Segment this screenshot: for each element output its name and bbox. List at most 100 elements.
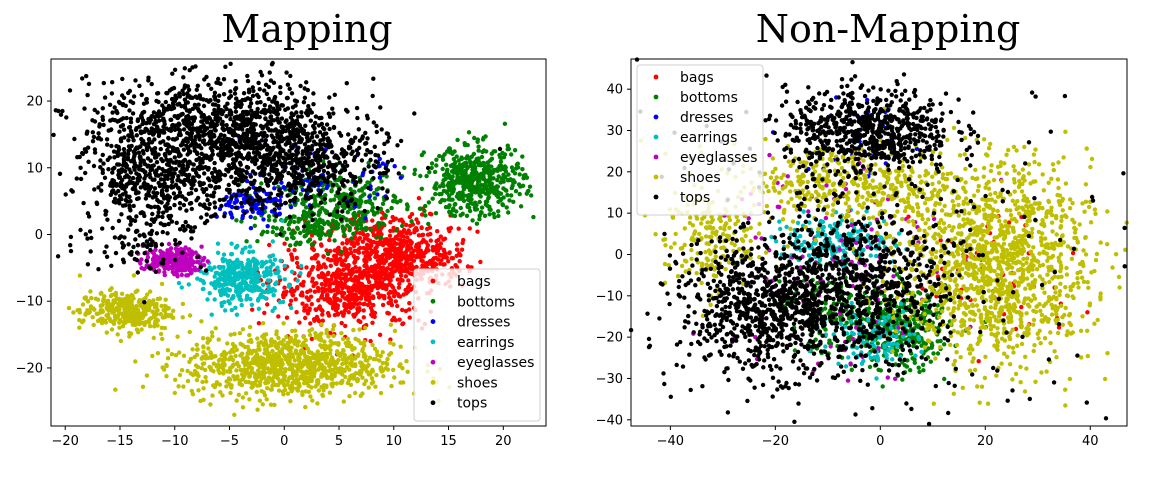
- scatter-point: [483, 191, 489, 196]
- scatter-point: [330, 327, 336, 332]
- scatter-point: [327, 95, 332, 100]
- scatter-point: [328, 263, 333, 268]
- scatter-point: [346, 288, 351, 294]
- scatter-point: [383, 213, 388, 218]
- scatter-point: [290, 385, 295, 390]
- scatter-point: [375, 192, 380, 197]
- scatter-point: [332, 295, 337, 300]
- scatter-point: [255, 239, 260, 244]
- scatter-point: [197, 134, 202, 140]
- scatter-point: [369, 250, 374, 255]
- scatter-point: [239, 204, 245, 209]
- scatter-point: [343, 361, 348, 366]
- scatter-point: [264, 191, 269, 197]
- scatter-point: [289, 91, 295, 96]
- scatter-point: [234, 198, 240, 203]
- scatter-point: [320, 206, 325, 211]
- scatter-point: [281, 353, 287, 358]
- scatter-point: [375, 291, 381, 296]
- scatter-point: [434, 157, 439, 162]
- scatter-point: [370, 218, 375, 223]
- scatter-point: [409, 219, 414, 224]
- scatter-point: [292, 214, 297, 219]
- scatter-point: [486, 188, 491, 193]
- scatter-point: [326, 278, 331, 283]
- scatter-point: [261, 359, 266, 365]
- scatter-point: [452, 202, 457, 207]
- scatter-point: [265, 352, 270, 357]
- scatter-point: [305, 226, 310, 232]
- scatter-point: [295, 278, 300, 283]
- scatter-point: [288, 204, 294, 210]
- scatter-point: [146, 318, 152, 324]
- scatter-point: [270, 383, 275, 388]
- scatter-point: [242, 344, 248, 350]
- scatter-point: [241, 273, 246, 278]
- scatter-point: [289, 305, 294, 311]
- scatter-point: [216, 281, 222, 286]
- scatter-point: [180, 111, 185, 117]
- scatter-point: [229, 384, 234, 389]
- scatter-point: [395, 143, 400, 148]
- scatter-point: [267, 104, 273, 109]
- scatter-point: [386, 135, 392, 140]
- scatter-point: [327, 233, 332, 238]
- scatter-point: [393, 258, 399, 264]
- scatter-point: [248, 296, 253, 302]
- scatter-point: [521, 173, 527, 178]
- scatter-point: [400, 223, 405, 229]
- scatter-point: [210, 334, 215, 339]
- scatter-point: [312, 204, 317, 209]
- scatter-point: [193, 268, 198, 273]
- scatter-point: [331, 280, 337, 286]
- scatter-point: [239, 263, 245, 268]
- scatter-point: [227, 301, 232, 306]
- scatter-point: [202, 77, 207, 82]
- scatter-point: [399, 240, 404, 246]
- scatter-point: [348, 187, 353, 192]
- scatter-point: [398, 256, 403, 261]
- scatter-point: [377, 280, 382, 285]
- scatter-point: [163, 297, 168, 302]
- scatter-point: [373, 276, 378, 281]
- scatter-point: [234, 218, 239, 223]
- scatter-point: [270, 99, 275, 104]
- scatter-point: [211, 361, 216, 366]
- scatter-point: [353, 336, 358, 341]
- scatter-point: [347, 228, 352, 233]
- scatter-point: [127, 88, 133, 94]
- scatter-point: [381, 285, 387, 291]
- scatter-point: [353, 292, 358, 297]
- scatter-point: [278, 227, 284, 233]
- scatter-point: [247, 365, 253, 370]
- scatter-point: [159, 252, 164, 257]
- scatter-point: [308, 294, 314, 299]
- scatter-point: [147, 302, 152, 307]
- scatter-point: [432, 169, 438, 175]
- scatter-point: [466, 130, 472, 135]
- scatter-point: [328, 198, 333, 203]
- scatter-point: [83, 312, 88, 317]
- scatter-point: [346, 310, 351, 315]
- scatter-point: [106, 167, 111, 172]
- scatter-point: [472, 166, 478, 171]
- scatter-point: [255, 298, 261, 303]
- scatter-point: [452, 166, 457, 171]
- scatter-point: [313, 384, 318, 389]
- scatter-point: [279, 180, 284, 185]
- scatter-point: [127, 310, 132, 315]
- scatter-point: [340, 241, 345, 246]
- scatter-point: [398, 198, 403, 203]
- scatter-point: [321, 289, 326, 294]
- scatter-point: [299, 114, 304, 119]
- scatter-point: [359, 188, 364, 193]
- scatter-point: [117, 304, 122, 310]
- scatter-point: [181, 353, 187, 358]
- scatter-point: [86, 81, 92, 87]
- scatter-point: [476, 156, 481, 161]
- scatter-point: [509, 165, 515, 170]
- scatter-point: [194, 87, 199, 93]
- scatter-point: [196, 388, 201, 393]
- scatter-point: [230, 295, 236, 300]
- scatter-point: [429, 161, 435, 166]
